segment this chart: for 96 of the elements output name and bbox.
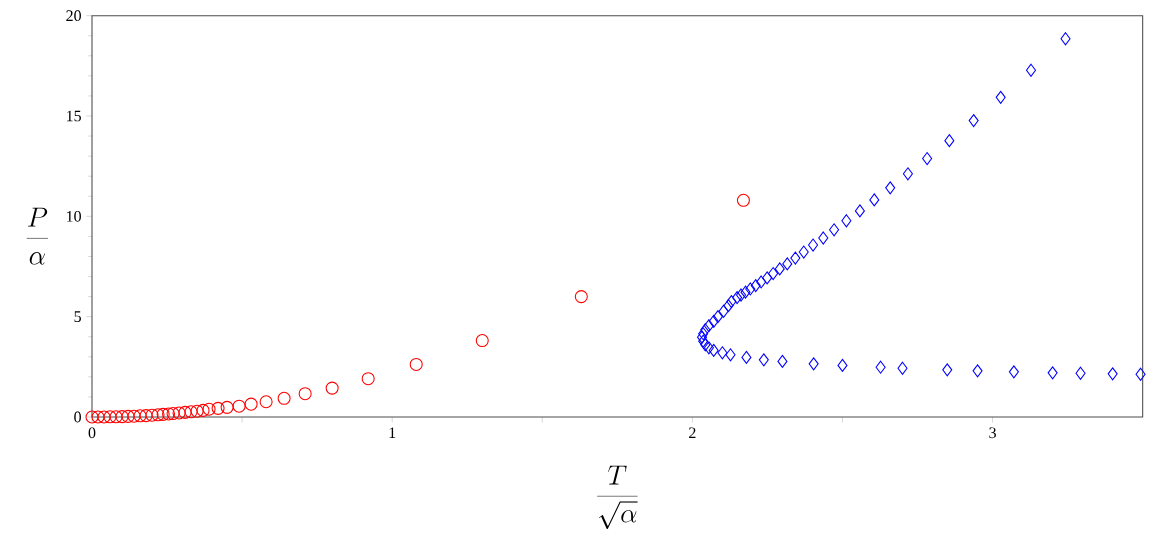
point (1008, 365, 1019, 379)
point (885, 181, 896, 195)
point (837, 358, 848, 372)
point (718, 304, 729, 318)
point (232, 399, 246, 413)
y-tick-label: 10 (67, 210, 81, 222)
point (184, 405, 198, 419)
point (818, 231, 829, 245)
point (808, 357, 819, 371)
point (798, 245, 809, 259)
point (726, 295, 737, 309)
point (756, 275, 767, 289)
point (85, 410, 99, 424)
point (995, 90, 1006, 104)
point (723, 299, 734, 313)
point (1135, 367, 1146, 381)
y-tick-label: 0 (74, 411, 81, 423)
x-tick-label: 3 (989, 427, 996, 439)
point (841, 214, 852, 228)
point (875, 360, 886, 374)
point (127, 409, 141, 423)
point (717, 346, 728, 360)
point (869, 193, 880, 207)
point (698, 334, 709, 348)
point (244, 397, 258, 411)
x-tick-label: 0 (88, 427, 96, 439)
point (259, 395, 273, 409)
point (782, 257, 793, 271)
point (1107, 367, 1118, 381)
y-tick-label: 5 (74, 311, 81, 322)
y-axis-title: $\frac{P}{\alpha}$ (26, 207, 48, 265)
point (166, 407, 180, 421)
point (172, 406, 186, 420)
point (808, 238, 819, 252)
point (897, 361, 908, 375)
point (777, 354, 788, 368)
point (745, 282, 756, 296)
point (700, 323, 711, 337)
point (97, 410, 111, 424)
point (972, 364, 983, 378)
y-tick-label: 15 (67, 110, 81, 122)
point (109, 410, 123, 424)
point (902, 167, 913, 181)
point (736, 193, 750, 207)
point (1075, 366, 1086, 380)
point (196, 403, 210, 417)
point (708, 314, 719, 328)
point (115, 410, 129, 424)
point (156, 407, 170, 421)
point (703, 319, 714, 333)
point (325, 381, 339, 395)
point (574, 290, 588, 304)
point (750, 279, 761, 293)
point (1025, 63, 1037, 77)
point (768, 266, 779, 281)
point (712, 310, 723, 324)
point (774, 262, 785, 276)
x-axis-title: $\frac{T}{\sqrt{\alpha}}$ (597, 465, 638, 530)
y-tick-label: 20 (66, 10, 81, 22)
point (409, 357, 423, 371)
x-tick-label: 1 (389, 427, 396, 438)
point (735, 288, 747, 302)
point (277, 391, 291, 405)
point (968, 114, 979, 128)
point (211, 401, 225, 415)
point (854, 204, 865, 218)
point (725, 348, 736, 362)
point (708, 343, 719, 357)
point (202, 402, 216, 416)
point (829, 223, 840, 237)
point (162, 407, 176, 421)
point (151, 408, 165, 422)
point (475, 334, 489, 348)
point (1060, 32, 1071, 46)
point (220, 400, 234, 414)
point (732, 291, 743, 305)
point (103, 410, 117, 424)
point (740, 285, 751, 299)
point (758, 353, 769, 367)
point (922, 152, 933, 166)
point (139, 409, 153, 423)
point (145, 408, 159, 422)
point (91, 410, 105, 424)
point (790, 251, 801, 265)
point (1047, 366, 1058, 380)
point (178, 405, 192, 419)
point (133, 409, 147, 423)
point (298, 387, 312, 401)
point (942, 363, 953, 377)
point (741, 350, 752, 364)
point (762, 271, 773, 285)
point (190, 404, 204, 418)
point (121, 409, 135, 423)
x-tick-label: 2 (689, 427, 696, 438)
point (944, 134, 955, 148)
point (361, 372, 375, 386)
